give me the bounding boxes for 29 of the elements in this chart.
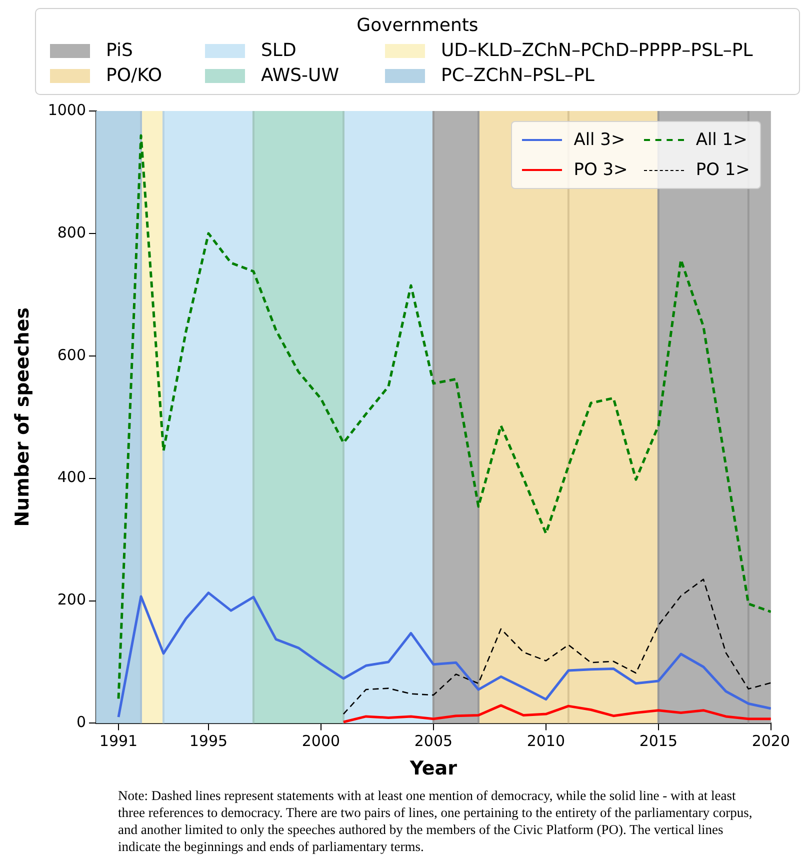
legend-label: AWS-UW [261,65,340,86]
y-tick-label: 600 [57,346,86,364]
line-series [117,134,771,700]
y-tick-label: 1000 [48,100,86,119]
legend-label: PiS [106,40,133,61]
text: Note: Dashed lines represent statements with at least one mention of democracy, while the solid line - with at least three references to democracy. There are two pairs of lines, one pertaining to the entirety of the parliamentary corpus, and another limited to only the speeches authored by the members of the Civic Platform (PO). The vertical lines indicate the beginnings and ends of parliamentary terms. [118,787,754,855]
x-tick-label: 2015 [639,732,678,750]
y-tick-label: 0 [76,713,86,732]
legend-label: SLD [261,40,296,61]
legend-label: PO 3> [574,160,628,180]
y-tick-label: 400 [57,468,86,486]
line-series [342,578,771,715]
legend-label: PC–ZChN–PSL–PL [441,65,594,86]
x-tick-label: 1995 [189,732,228,750]
x-tick-label: 2020 [752,732,790,750]
legend-label: All 1> [696,130,748,150]
legend-label: UD–KLD–ZChN–PChD–PPPP–PSL–PL [441,40,753,61]
x-axis-title: Year [408,758,458,780]
x-tick-label: 2010 [526,732,566,750]
legend-label: All 3> [574,130,626,150]
y-axis-title: Number of speeches [11,307,34,527]
legend-label: PO 1> [696,160,750,180]
legend-title: Governments [356,15,480,36]
x-tick-label: 2005 [414,732,453,750]
x-tick-label: 1991 [99,732,138,750]
x-tick-label: 2000 [302,732,340,750]
y-tick-label: 800 [57,223,86,242]
y-tick-label: 200 [57,590,86,609]
legend-label: PO/KO [106,65,162,86]
